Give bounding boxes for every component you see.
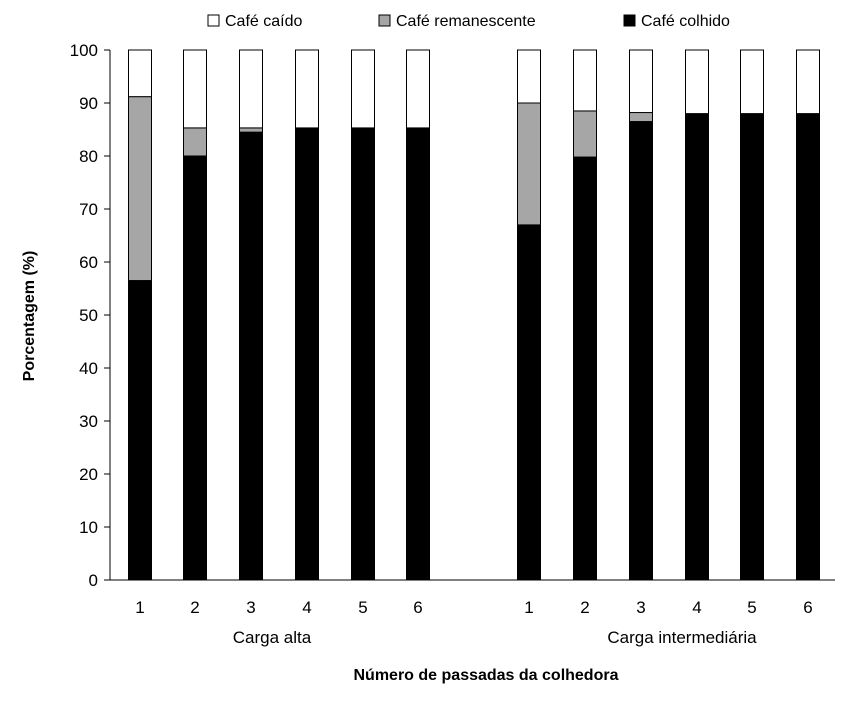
bar-segment xyxy=(406,127,430,581)
y-axis: 0 10 20 30 40 50 60 70 80 90 100 xyxy=(70,41,111,590)
legend: Café caído Café remanescente Café colhido xyxy=(207,13,730,30)
x-tick-label: 2 xyxy=(580,598,589,617)
x-tick-label: 5 xyxy=(358,598,367,617)
bar-segment xyxy=(128,280,152,581)
bar-segment xyxy=(517,49,541,104)
bar-segment xyxy=(295,127,319,581)
bar-segment xyxy=(351,49,375,129)
y-tick-label: 10 xyxy=(79,518,98,537)
y-tick-label: 70 xyxy=(79,200,98,219)
bar-segment xyxy=(573,110,597,158)
bar-segment xyxy=(128,49,152,98)
x-tick-label: 6 xyxy=(413,598,422,617)
bar-segment xyxy=(629,112,653,123)
y-axis-title: Porcentagem (%) xyxy=(21,251,38,382)
legend-label: Café remanescente xyxy=(396,13,536,30)
bar-segment xyxy=(351,127,375,581)
bars xyxy=(128,49,820,581)
legend-swatch xyxy=(207,14,220,27)
x-axis-title: Número de passadas da colhedora xyxy=(354,667,619,684)
y-tick-label: 20 xyxy=(79,465,98,484)
legend-swatch xyxy=(623,14,636,27)
bar-segment xyxy=(183,127,207,157)
y-tick-label: 60 xyxy=(79,253,98,272)
y-tick-label: 80 xyxy=(79,147,98,166)
bar-segment xyxy=(517,102,541,226)
bar-segment xyxy=(629,49,653,114)
bar-segment xyxy=(128,96,152,282)
bar-segment xyxy=(239,49,263,129)
bar-segment xyxy=(573,156,597,581)
bar-segment xyxy=(183,155,207,581)
bar-segment xyxy=(239,131,263,581)
y-tick-label: 0 xyxy=(89,571,98,590)
x-tick-label: 1 xyxy=(524,598,533,617)
bar-segment xyxy=(573,49,597,112)
bar-segment xyxy=(406,49,430,129)
bar-segment xyxy=(183,49,207,129)
bar-segment xyxy=(740,113,764,581)
bar-segment xyxy=(517,224,541,581)
x-tick-label: 3 xyxy=(246,598,255,617)
bar-segment xyxy=(685,49,709,115)
y-tick-label: 40 xyxy=(79,359,98,378)
legend-swatch xyxy=(378,14,391,27)
y-tick-label: 90 xyxy=(79,94,98,113)
bar-segment xyxy=(629,121,653,581)
x-tick-label: 1 xyxy=(135,598,144,617)
y-tick-label: 30 xyxy=(79,412,98,431)
x-tick-label: 3 xyxy=(636,598,645,617)
bar-segment xyxy=(796,49,820,115)
y-tick-label: 50 xyxy=(79,306,98,325)
x-tick-label: 6 xyxy=(803,598,812,617)
x-tick-label: 2 xyxy=(190,598,199,617)
legend-label: Café colhido xyxy=(641,13,730,30)
x-tick-label: 5 xyxy=(747,598,756,617)
bar-segment xyxy=(239,127,263,133)
y-tick-label: 100 xyxy=(70,41,98,60)
bar-segment xyxy=(796,113,820,581)
bar-segment xyxy=(295,49,319,129)
bar-segment xyxy=(740,49,764,115)
x-axis: 1 2 3 4 5 6 Carga alta 1 2 3 4 5 6 Carga intermediári… xyxy=(110,579,835,647)
bar-segment xyxy=(685,113,709,581)
legend-label: Café caído xyxy=(225,13,302,30)
x-tick-label: 4 xyxy=(302,598,311,617)
x-tick-label: 4 xyxy=(692,598,701,617)
group-label: Carga intermediária xyxy=(607,628,757,647)
group-label: Carga alta xyxy=(233,628,312,647)
